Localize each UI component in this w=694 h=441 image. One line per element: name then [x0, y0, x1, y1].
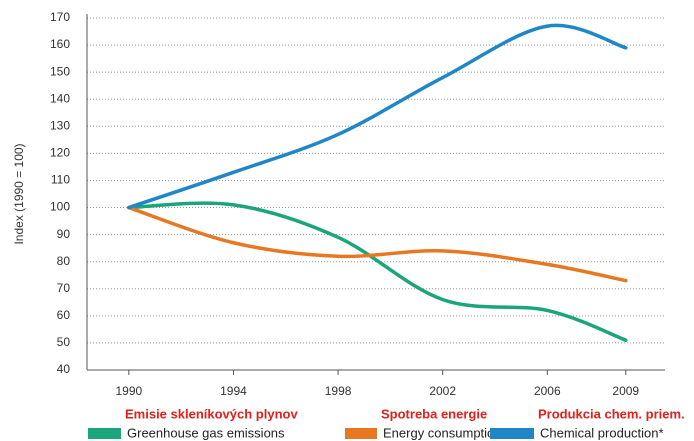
- y-tick-label: 60: [57, 308, 71, 322]
- x-tick-label: 1998: [325, 384, 352, 398]
- x-tick-label: 2002: [429, 384, 456, 398]
- y-tick-label: 140: [50, 91, 70, 105]
- legend-swatch: [88, 428, 121, 439]
- legend-label: Energy consumption: [383, 425, 502, 440]
- legend-label: Greenhouse gas emissions: [127, 425, 285, 440]
- legend-translation: Emisie skleníkových plynov: [125, 406, 298, 421]
- x-tick-label: 1990: [115, 384, 142, 398]
- series-line: [127, 201, 628, 342]
- legend-label: Chemical production*: [540, 425, 664, 440]
- y-tick-label: 150: [50, 64, 70, 78]
- y-tick-label: 50: [57, 335, 71, 349]
- y-tick-label: 40: [57, 362, 71, 376]
- y-tick-label: 170: [50, 10, 70, 24]
- y-axis-label: Index (1990 = 100): [12, 143, 26, 244]
- y-tick-label: 70: [57, 281, 71, 295]
- series-line: [127, 23, 628, 210]
- x-tick-label: 2009: [612, 384, 639, 398]
- legend-translation: Produkcia chem. priem.: [538, 406, 685, 421]
- legend-swatch: [345, 428, 377, 439]
- legend-translation: Spotreba energie: [381, 406, 487, 421]
- legend-swatch: [490, 428, 534, 439]
- x-tick-label: 1994: [220, 384, 247, 398]
- y-tick-label: 100: [50, 200, 70, 214]
- y-tick-label: 160: [50, 37, 70, 51]
- y-tick-label: 90: [57, 227, 71, 241]
- y-tick-label: 110: [51, 173, 70, 187]
- y-tick-label: 130: [50, 118, 70, 132]
- x-tick-label: 2006: [534, 384, 561, 398]
- series-line: [127, 205, 628, 283]
- y-tick-label: 80: [57, 254, 71, 268]
- y-tick-label: 120: [50, 146, 70, 160]
